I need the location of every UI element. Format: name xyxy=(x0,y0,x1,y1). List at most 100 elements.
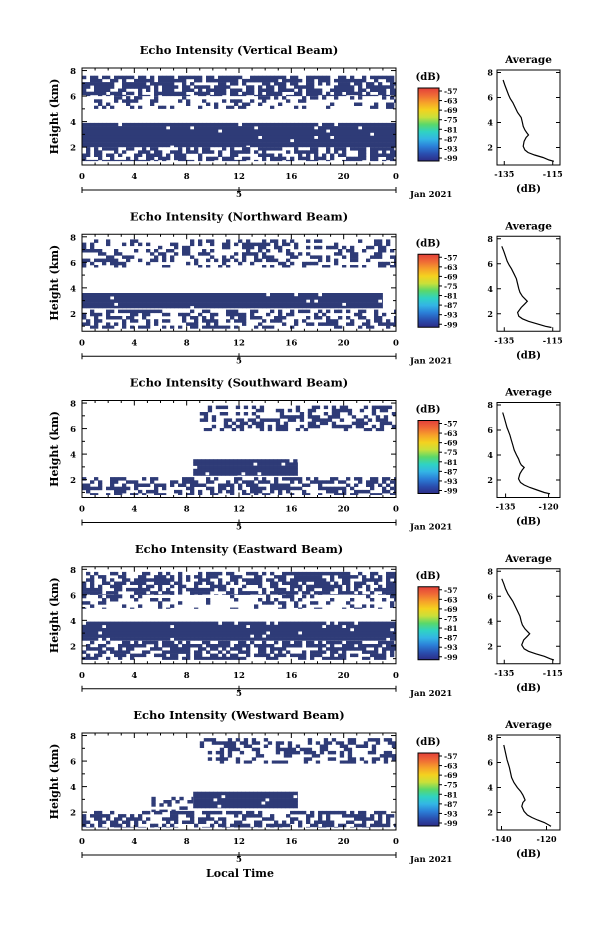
echo-cell xyxy=(90,296,95,300)
echo-cell xyxy=(86,153,91,157)
echo-cell xyxy=(182,820,187,824)
echo-cell xyxy=(106,255,111,259)
echo-cell xyxy=(126,255,131,259)
echo-cell xyxy=(86,82,91,86)
echo-cell xyxy=(126,817,131,821)
echo-cell xyxy=(142,483,147,487)
echo-cell xyxy=(322,587,327,592)
echo-cell xyxy=(354,631,359,635)
echo-cell xyxy=(286,477,291,481)
echo-cell xyxy=(258,650,263,654)
echo-cell xyxy=(114,631,119,635)
y-tick-label: 4 xyxy=(70,617,76,627)
echo-cell xyxy=(242,293,247,297)
echo-cell xyxy=(314,91,319,96)
echo-cell xyxy=(186,261,191,266)
echo-cell xyxy=(386,242,391,247)
echo-cell xyxy=(362,296,367,300)
echo-cell xyxy=(378,316,383,320)
echo-cell xyxy=(86,820,91,824)
average-x-tick-label: -135 xyxy=(494,668,514,678)
echo-cell xyxy=(162,817,167,821)
echo-cell xyxy=(230,78,235,83)
echo-cell xyxy=(122,322,127,326)
echo-cell xyxy=(350,604,355,608)
echo-cell xyxy=(102,650,107,654)
echo-cell xyxy=(297,807,298,809)
echo-cell xyxy=(371,412,377,416)
echo-cell xyxy=(374,647,379,651)
echo-cell xyxy=(162,650,167,654)
echo-cell xyxy=(162,312,167,317)
echo-cell xyxy=(378,624,383,629)
echo-cell xyxy=(250,78,255,83)
echo-cell xyxy=(371,760,377,764)
echo-cell xyxy=(214,624,219,629)
echo-cell xyxy=(334,637,339,641)
echo-cell xyxy=(182,316,187,320)
echo-cell xyxy=(222,587,227,592)
echo-cell xyxy=(214,653,219,658)
echo-cell xyxy=(222,145,227,148)
echo-cell xyxy=(138,578,143,582)
echo-cell xyxy=(355,744,361,748)
echo-cell xyxy=(118,653,123,658)
echo-cell xyxy=(334,624,339,629)
echo-cell xyxy=(226,132,231,136)
echo-cell xyxy=(82,85,87,89)
echo-cell xyxy=(114,145,119,148)
echo-cell xyxy=(334,126,339,130)
echo-cell xyxy=(334,493,339,495)
echo-cell xyxy=(182,135,187,140)
echo-cell xyxy=(382,75,387,80)
echo-cell xyxy=(246,637,251,641)
echo-cell xyxy=(290,94,295,97)
echo-cell xyxy=(362,150,367,154)
echo-cell xyxy=(230,607,235,609)
echo-cell xyxy=(390,105,395,109)
colorbar-tick-label: -99 xyxy=(444,487,458,496)
echo-cell xyxy=(142,94,147,97)
echo-cell xyxy=(310,640,315,645)
echo-cell xyxy=(174,252,179,256)
echo-cell xyxy=(306,261,311,266)
echo-cell xyxy=(246,650,251,654)
echo-cell xyxy=(142,309,147,314)
echo-cell xyxy=(122,309,127,314)
echo-cell xyxy=(198,493,203,495)
echo-cell xyxy=(350,486,355,491)
echo-cell xyxy=(134,153,139,157)
echo-cell xyxy=(346,78,351,83)
echo-cell xyxy=(285,801,290,805)
y-tick-label: 2 xyxy=(70,642,76,652)
echo-cell xyxy=(326,571,331,576)
echo-cell xyxy=(214,293,219,297)
echo-cell xyxy=(214,145,219,148)
echo-cell xyxy=(122,483,127,487)
echo-cell xyxy=(134,78,139,83)
echo-cell xyxy=(218,631,223,635)
echo-cell xyxy=(390,581,395,585)
echo-cell xyxy=(266,493,271,495)
echo-cell xyxy=(318,826,323,828)
echo-cell xyxy=(270,656,275,660)
echo-cell xyxy=(174,245,179,250)
echo-cell xyxy=(238,477,243,481)
echo-cell xyxy=(269,465,274,470)
echo-cell xyxy=(295,744,301,748)
echo-cell xyxy=(282,316,287,320)
echo-cell xyxy=(390,150,395,154)
echo-cell xyxy=(366,624,371,629)
echo-cell xyxy=(98,634,103,638)
echo-cell xyxy=(310,75,315,80)
echo-cell xyxy=(298,621,303,626)
echo-cell xyxy=(170,142,175,146)
echo-cell xyxy=(298,578,303,582)
echo-cell xyxy=(158,293,163,297)
echo-cell xyxy=(170,82,175,86)
echo-cell xyxy=(382,126,387,130)
echo-cell xyxy=(270,489,275,494)
echo-cell xyxy=(158,91,163,96)
echo-cell xyxy=(281,459,286,463)
echo-cell xyxy=(374,126,379,130)
